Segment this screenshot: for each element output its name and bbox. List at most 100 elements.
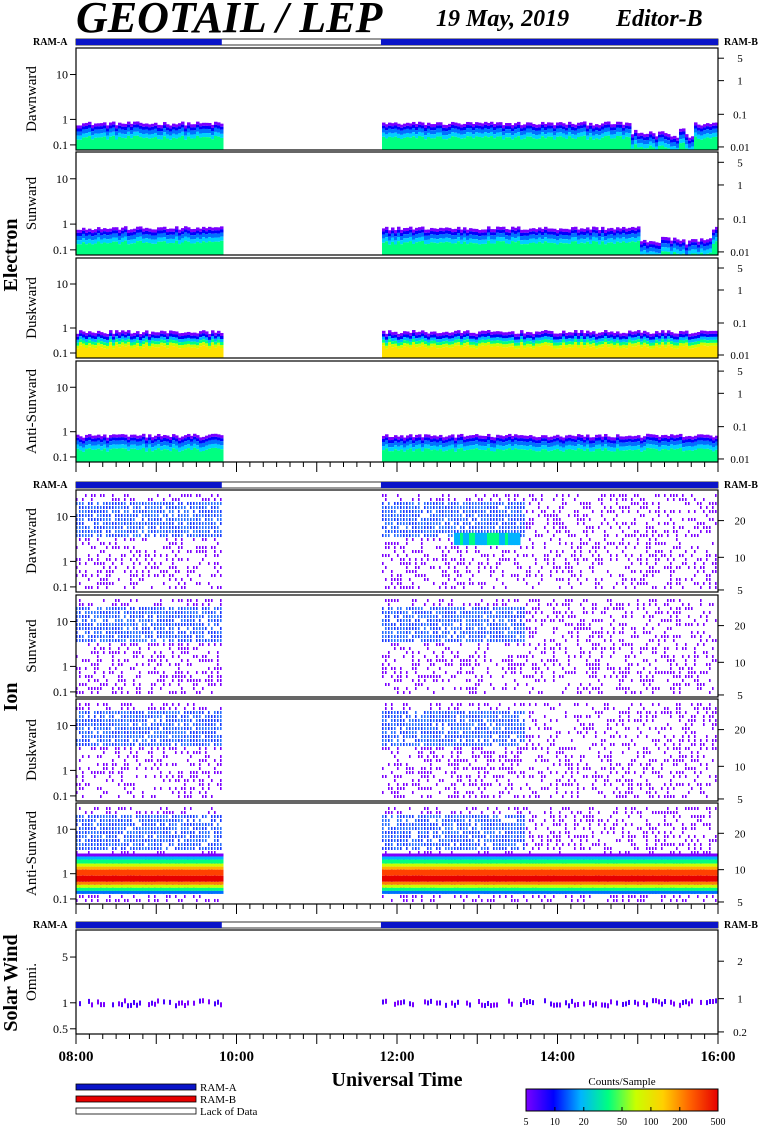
spectrogram-cell [160, 330, 164, 334]
spectrogram-cell [517, 226, 521, 230]
spectrogram-cell [385, 134, 389, 139]
spectrogram-cell [184, 347, 188, 358]
spectrogram-cell [139, 526, 141, 529]
spectrogram-cell [484, 136, 488, 150]
spectrogram-cell [625, 446, 629, 451]
spectrogram-cell [382, 330, 386, 334]
spectrogram-cell [595, 448, 599, 462]
spectrogram-cell [445, 340, 449, 344]
spectrogram-cell [124, 518, 126, 521]
spectrogram-cell [586, 336, 590, 340]
spectrogram-cell [544, 126, 548, 131]
spectrogram-cell [166, 435, 170, 439]
spectrogram-cell [403, 234, 407, 239]
spectrogram-cell [403, 451, 407, 462]
spectrogram-cell [664, 251, 668, 255]
spectrogram-cell [460, 338, 464, 342]
spectrogram-cell [412, 342, 416, 346]
spectrogram-cell [79, 526, 81, 529]
spectrogram-cell [115, 437, 119, 441]
spectrogram-cell [559, 342, 563, 346]
spectrogram-cell [709, 238, 713, 242]
spectrogram-cell [445, 241, 449, 255]
spectrogram-cell [409, 586, 411, 589]
spectrogram-cell [442, 231, 446, 235]
spectrogram-cell [433, 506, 435, 509]
spectrogram-cell [124, 232, 128, 237]
spectrogram-cell [514, 514, 516, 517]
spectrogram-cell [100, 450, 104, 462]
spectrogram-cell [391, 570, 393, 573]
spectrogram-cell [397, 518, 399, 521]
spectrogram-cell [541, 510, 543, 513]
spectrogram-cell [76, 498, 78, 501]
spectrogram-cell [472, 124, 476, 128]
spectrogram-cell [451, 542, 453, 545]
spectrogram-cell [694, 344, 698, 348]
spectrogram-cell [175, 438, 179, 442]
spectrogram-cell [481, 239, 485, 244]
spectrogram-cell [172, 444, 176, 449]
spectrogram-cell [694, 445, 698, 450]
spectrogram-cell [172, 506, 174, 509]
spectrogram-cell [655, 139, 659, 143]
spectrogram-cell [550, 446, 554, 451]
spectrogram-cell [583, 345, 587, 349]
spectrogram-cell [142, 234, 146, 239]
spectrogram-cell [397, 336, 401, 340]
spectrogram-cell [181, 530, 183, 533]
spectrogram-cell [634, 136, 638, 141]
spectrogram-cell [424, 437, 428, 441]
spectrogram-cell [106, 510, 108, 513]
spectrogram-cell [415, 530, 417, 533]
spectrogram-cell [166, 530, 168, 533]
spectrogram-cell [160, 442, 164, 447]
spectrogram-cell [154, 506, 156, 509]
spectrogram-cell [199, 518, 201, 521]
spectrogram-cell [466, 136, 470, 150]
spectrogram-cell [214, 554, 216, 557]
spectrogram-cell [511, 514, 513, 517]
spectrogram-cell [463, 506, 465, 509]
spectrogram-cell [115, 506, 117, 509]
spectrogram-cell [211, 506, 213, 509]
spectrogram-cell [211, 130, 215, 136]
spectrogram-cell [571, 338, 575, 342]
spectrogram-cell [673, 237, 677, 241]
spectrogram-cell [127, 339, 131, 343]
spectrogram-cell [478, 522, 480, 525]
spectrogram-cell [199, 238, 203, 244]
spectrogram-cell [208, 514, 210, 517]
right-tick-label: 0.01 [730, 247, 749, 259]
spectrogram-cell [544, 526, 546, 529]
spectrogram-cell [445, 331, 449, 335]
spectrogram-cell [109, 574, 111, 577]
spectrogram-cell [217, 233, 221, 238]
spectrogram-cell [559, 554, 561, 557]
spectrogram-cell [553, 348, 557, 358]
spectrogram-cell [166, 348, 170, 358]
spectrogram-cell [622, 139, 626, 150]
spectrogram-cell [106, 239, 110, 244]
spectrogram-cell [445, 442, 449, 447]
spectrogram-cell [703, 448, 707, 462]
spectrogram-cell [112, 448, 116, 462]
spectrogram-cell [637, 226, 641, 230]
spectrogram-cell [607, 338, 611, 342]
spectrogram-cell [466, 522, 468, 525]
spectrogram-cell [184, 530, 186, 533]
spectrogram-cell [190, 578, 192, 581]
spectrogram-cell [391, 233, 395, 238]
spectrogram-cell [394, 445, 398, 450]
spectrogram-cell [214, 510, 216, 513]
spectrogram-cell [658, 439, 662, 443]
spectrogram-cell [475, 526, 477, 529]
spectrogram-cell [442, 228, 446, 232]
spectrogram-cell [484, 345, 488, 358]
spectrogram-cell [403, 447, 407, 452]
spectrogram-cell [553, 522, 555, 525]
spectrogram-cell [469, 125, 473, 129]
spectrogram-cell [670, 250, 674, 255]
spectrogram-cell [211, 522, 213, 525]
spectrogram-cell [400, 348, 404, 358]
